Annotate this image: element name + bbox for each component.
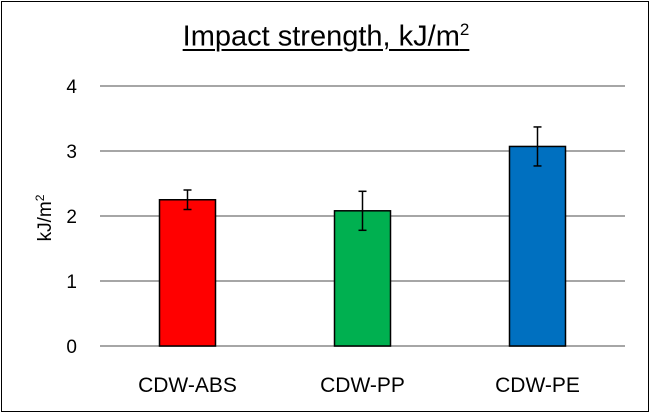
y-tick-label-4: 4: [66, 77, 77, 98]
x-tick-label-cdw-abs: CDW-ABS: [138, 374, 237, 397]
bar-cdw-pp: [333, 210, 392, 347]
y-tick-label-3: 3: [66, 142, 77, 163]
y-tick-label-0: 0: [66, 337, 77, 358]
x-tick-label-cdw-pp: CDW-PP: [320, 374, 405, 397]
y-tick-label-2: 2: [66, 207, 77, 228]
bar-cdw-abs: [158, 199, 217, 347]
chart-title: Impact strength, kJ/m2: [182, 20, 470, 53]
bar-cdw-pe: [508, 145, 567, 347]
y-tick-label-1: 1: [66, 272, 77, 293]
x-tick-label-cdw-pe: CDW-PE: [495, 374, 580, 397]
